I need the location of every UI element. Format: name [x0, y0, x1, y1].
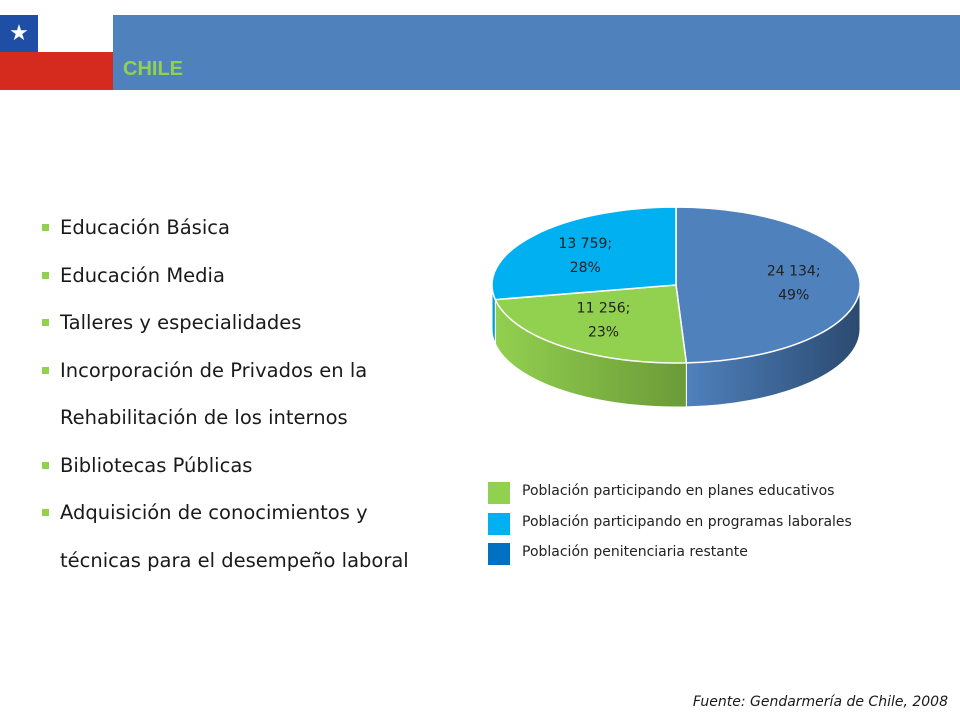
bullet-list: Educación Básica Educación Media Talleres …	[42, 204, 462, 584]
legend-label: Población penitenciaria restante	[522, 544, 748, 560]
bullet-item: Bibliotecas Públicas	[42, 442, 462, 490]
bullet-item: Educación Media	[42, 252, 462, 300]
legend-swatch	[488, 482, 510, 504]
flag-red-band	[0, 52, 113, 90]
data-label: 13 759; 28%	[558, 236, 612, 276]
chile-flag: ★	[0, 15, 113, 90]
square-bullet-icon	[42, 224, 49, 231]
bullet-text: Educación Básica	[60, 216, 230, 239]
data-label: 24 134; 49%	[767, 264, 821, 304]
pie-slice	[675, 206, 861, 364]
pie-top	[491, 206, 861, 364]
bullet-item: técnicas para el desempeño laboral	[42, 537, 462, 585]
square-bullet-icon	[42, 319, 49, 326]
bullet-text: Talleres y especialidades	[60, 311, 302, 334]
data-label-line: 49%	[778, 288, 809, 304]
square-bullet-icon	[42, 271, 49, 279]
bullet-text: Incorporación de Privados en la	[60, 358, 368, 382]
pie-slice	[491, 206, 677, 301]
bullet-text: técnicas para el desempeño laboral	[60, 548, 409, 572]
legend-swatch	[488, 543, 510, 565]
pie-chart: 24 134; 49% 11 256; 23% 13 759; 28%	[491, 206, 861, 408]
square-bullet-icon	[42, 509, 49, 516]
legend-label: Población participando en programas labo…	[522, 513, 852, 530]
data-label-line: 13 759;	[558, 236, 612, 252]
data-label-line: 11 256;	[577, 301, 631, 317]
bullet-text: Educación Media	[60, 263, 225, 287]
data-label-line: 24 134;	[767, 264, 821, 280]
square-bullet-icon	[42, 461, 49, 469]
bullet-text: Rehabilitación de los internos	[60, 406, 348, 429]
title-banner: CHILE	[113, 15, 960, 90]
bullet-item: Adquisición de conocimientos y	[42, 489, 462, 537]
legend-label: Población participando en planes educati…	[522, 483, 835, 499]
flag-canton	[0, 15, 38, 52]
flag-white-band	[38, 15, 113, 52]
bullet-item: Talleres y especialidades	[42, 299, 462, 347]
source-note: Fuente: Gendarmería de Chile, 2008	[692, 694, 948, 710]
data-label-line: 28%	[570, 260, 601, 276]
bullet-text: Adquisición de conocimientos y	[60, 501, 368, 524]
square-bullet-icon	[42, 366, 49, 374]
bullet-item: Educación Básica	[42, 204, 462, 252]
data-label-line: 23%	[588, 325, 619, 341]
star-icon: ★	[9, 21, 29, 46]
bullet-item: Incorporación de Privados en la	[42, 347, 462, 395]
legend-swatch	[488, 512, 510, 535]
page-title: CHILE	[123, 58, 183, 80]
bullet-text: Bibliotecas Públicas	[60, 453, 253, 477]
pie-slice	[494, 284, 688, 364]
data-label: 11 256; 23%	[577, 301, 631, 341]
bullet-item: Rehabilitación de los internos	[42, 394, 462, 442]
